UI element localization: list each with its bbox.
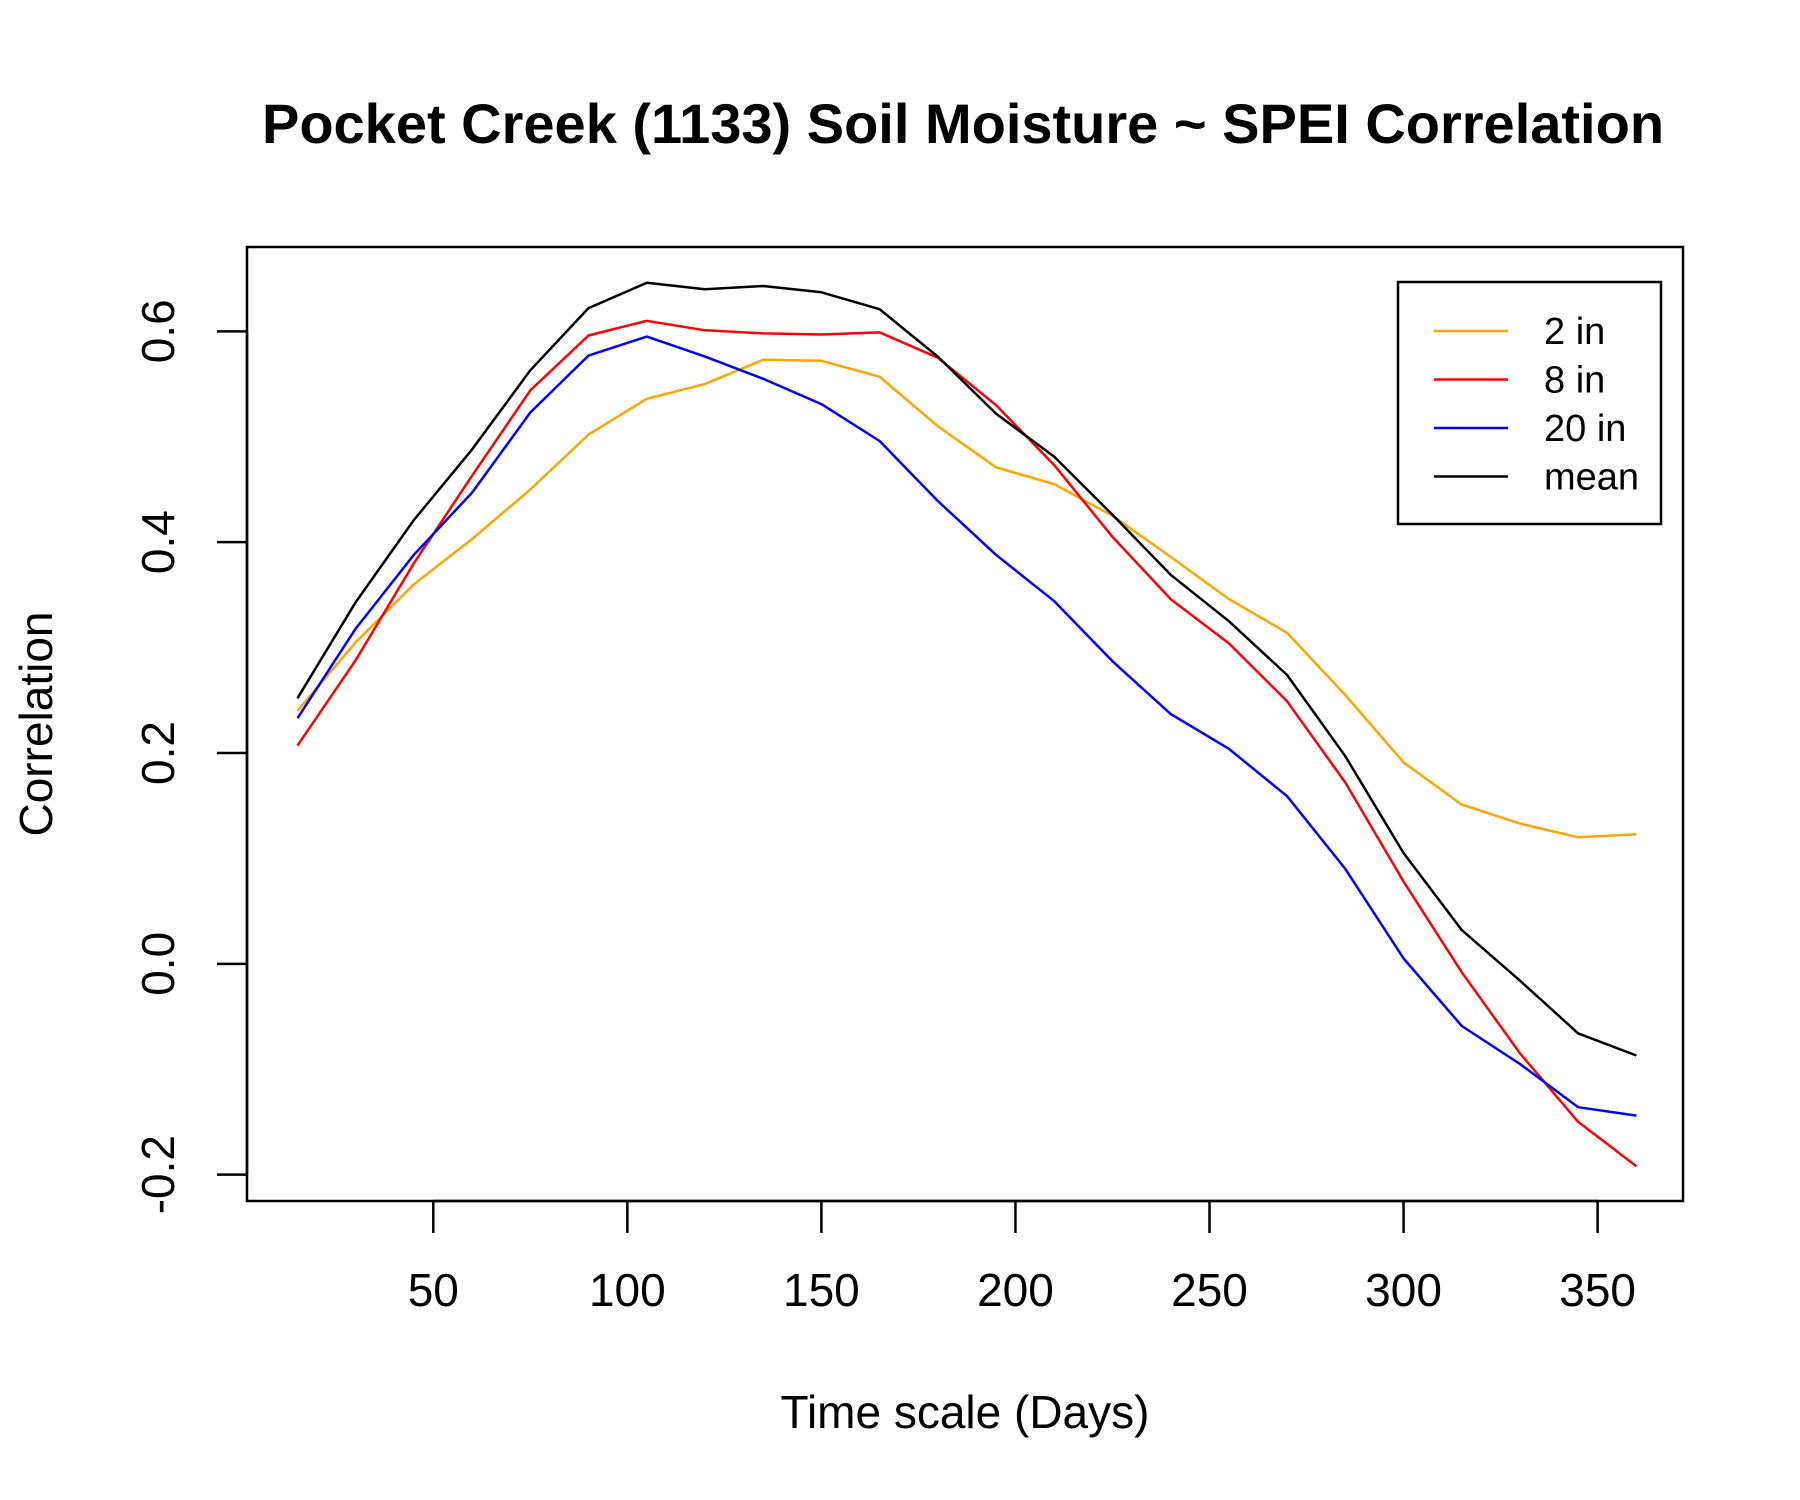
y-tick-label: 0.4 <box>132 510 184 574</box>
legend-label-2-in: 2 in <box>1544 311 1605 353</box>
x-tick-label: 350 <box>1559 1264 1636 1316</box>
y-axis-label: Correlation <box>10 612 62 837</box>
x-tick-label: 250 <box>1171 1264 1248 1316</box>
legend-label-mean: mean <box>1544 457 1639 499</box>
y-tick-label: 0.6 <box>132 299 184 363</box>
x-tick-label: 150 <box>783 1264 860 1316</box>
y-tick-label: -0.2 <box>132 1135 184 1214</box>
series-line-8-in <box>296 319 1638 1168</box>
chart-title: Pocket Creek (1133) Soil Moisture ~ SPEI… <box>262 92 1664 155</box>
legend-box <box>1396 280 1663 526</box>
x-axis: 50 100 150 200 250 300 350 <box>408 1199 1636 1316</box>
series-lines <box>296 281 1638 1168</box>
x-tick-label: 100 <box>589 1264 666 1316</box>
x-tick-label: 200 <box>977 1264 1054 1316</box>
x-axis-label: Time scale (Days) <box>781 1386 1150 1438</box>
series-line-mean <box>296 281 1637 1057</box>
series-line-20-in <box>296 335 1637 1117</box>
y-tick-label: 0.2 <box>132 721 184 785</box>
y-tick-label: 0.0 <box>132 932 184 996</box>
legend-label-8-in: 8 in <box>1544 360 1605 402</box>
series-line-2-in <box>296 358 1637 839</box>
legend-label-20-in: 20 in <box>1544 408 1626 450</box>
y-axis: -0.2 0.0 0.2 0.4 0.6 <box>132 299 249 1214</box>
x-tick-label: 300 <box>1365 1264 1442 1316</box>
x-tick-label: 50 <box>408 1264 459 1316</box>
legend: 2 in 8 in 20 in mean <box>1396 280 1663 526</box>
